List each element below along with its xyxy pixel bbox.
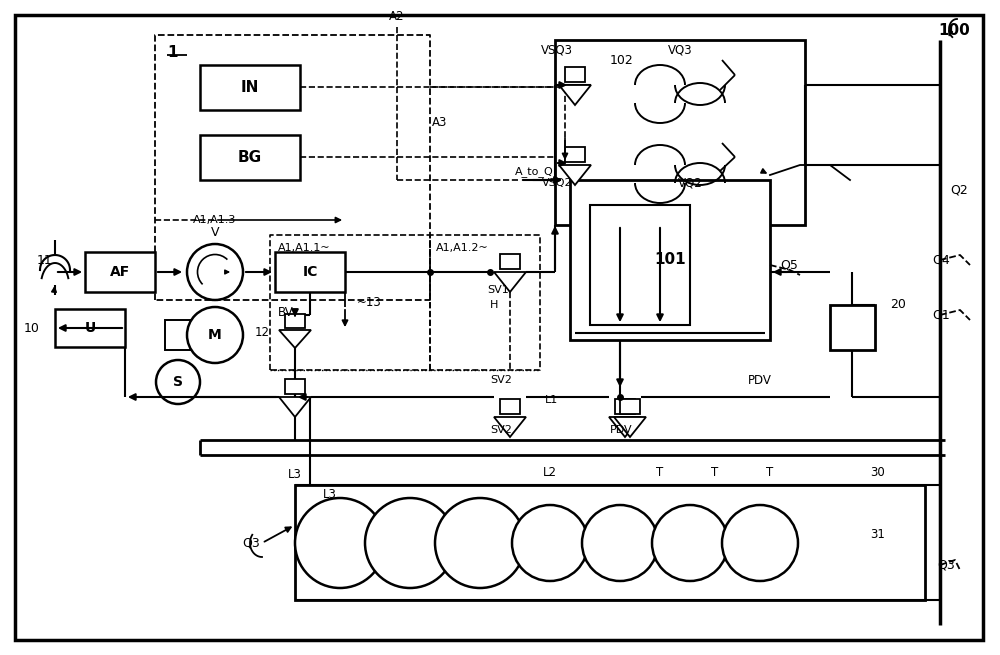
Circle shape (582, 505, 658, 581)
Text: L2: L2 (543, 466, 557, 479)
Text: BV: BV (278, 307, 294, 320)
Text: A_to_Q: A_to_Q (515, 166, 554, 178)
Circle shape (435, 498, 525, 588)
Bar (165, 320, 200, 350)
Text: IC: IC (302, 265, 318, 279)
Bar (200, 65, 300, 110)
Bar (590, 205, 690, 325)
Text: 101: 101 (654, 252, 686, 267)
Text: SV1: SV1 (487, 285, 509, 295)
Bar (55, 309, 125, 347)
Circle shape (156, 360, 200, 404)
Bar (565, 147, 585, 162)
Bar (275, 252, 345, 292)
Text: L1: L1 (545, 395, 558, 405)
Text: A1,A1.1~: A1,A1.1~ (278, 243, 331, 253)
Text: S: S (173, 375, 183, 389)
Bar (500, 399, 520, 414)
Text: PDV: PDV (610, 425, 632, 435)
Text: IN: IN (241, 79, 259, 94)
Text: A1,A1.2~: A1,A1.2~ (436, 243, 489, 253)
Bar (500, 254, 520, 269)
Text: 102: 102 (610, 54, 634, 67)
Text: Q2: Q2 (950, 183, 968, 196)
Text: SV2: SV2 (490, 375, 512, 385)
Text: AF: AF (110, 265, 130, 279)
Text: 1: 1 (167, 45, 178, 60)
Bar (555, 40, 805, 225)
Circle shape (652, 505, 728, 581)
Circle shape (295, 498, 385, 588)
Text: T: T (766, 466, 774, 479)
Text: 12: 12 (255, 326, 270, 339)
Text: ~13: ~13 (357, 297, 382, 310)
Polygon shape (494, 272, 526, 292)
Polygon shape (279, 397, 311, 417)
Text: 31: 31 (870, 529, 885, 542)
Bar (565, 67, 585, 82)
Text: 11: 11 (37, 253, 53, 267)
Text: H: H (490, 300, 498, 310)
Polygon shape (559, 165, 591, 185)
Text: 100: 100 (938, 23, 970, 38)
Circle shape (722, 505, 798, 581)
Text: PDV: PDV (748, 373, 772, 386)
Polygon shape (279, 330, 311, 348)
Polygon shape (614, 417, 646, 437)
Text: T: T (656, 466, 664, 479)
Text: 10: 10 (24, 322, 40, 335)
Text: BG: BG (238, 149, 262, 164)
Bar (85, 252, 155, 292)
Bar (285, 379, 305, 394)
Text: 30: 30 (870, 466, 885, 479)
Circle shape (187, 307, 243, 363)
Bar (620, 399, 640, 414)
Text: L3: L3 (288, 468, 302, 481)
Bar (570, 180, 770, 340)
Circle shape (512, 505, 588, 581)
Text: M: M (208, 328, 222, 342)
Text: VQ2: VQ2 (678, 176, 702, 189)
Bar (615, 399, 635, 414)
Circle shape (187, 244, 243, 300)
Text: A1,A1.3: A1,A1.3 (193, 215, 237, 225)
Bar (830, 305, 875, 350)
Text: Q5: Q5 (780, 259, 798, 272)
Bar (200, 135, 300, 180)
Text: Q3: Q3 (242, 536, 260, 550)
Bar (295, 485, 925, 600)
Text: V: V (211, 226, 219, 239)
Text: U: U (84, 321, 96, 335)
Text: L3: L3 (323, 489, 337, 502)
Polygon shape (559, 85, 591, 105)
Circle shape (365, 498, 455, 588)
Bar (285, 314, 305, 328)
Polygon shape (494, 417, 526, 437)
Text: A3: A3 (432, 115, 447, 128)
Text: Q3: Q3 (937, 559, 955, 572)
Text: Q1: Q1 (932, 309, 950, 322)
Text: Q4: Q4 (932, 253, 950, 267)
Text: VSQ3: VSQ3 (541, 43, 573, 56)
Text: A2: A2 (389, 10, 405, 24)
Text: SV2: SV2 (490, 425, 512, 435)
Polygon shape (609, 417, 641, 437)
Text: VQ3: VQ3 (668, 43, 692, 56)
Text: 20: 20 (890, 299, 906, 312)
Text: VSQ2: VSQ2 (542, 178, 572, 188)
Text: T: T (711, 466, 719, 479)
